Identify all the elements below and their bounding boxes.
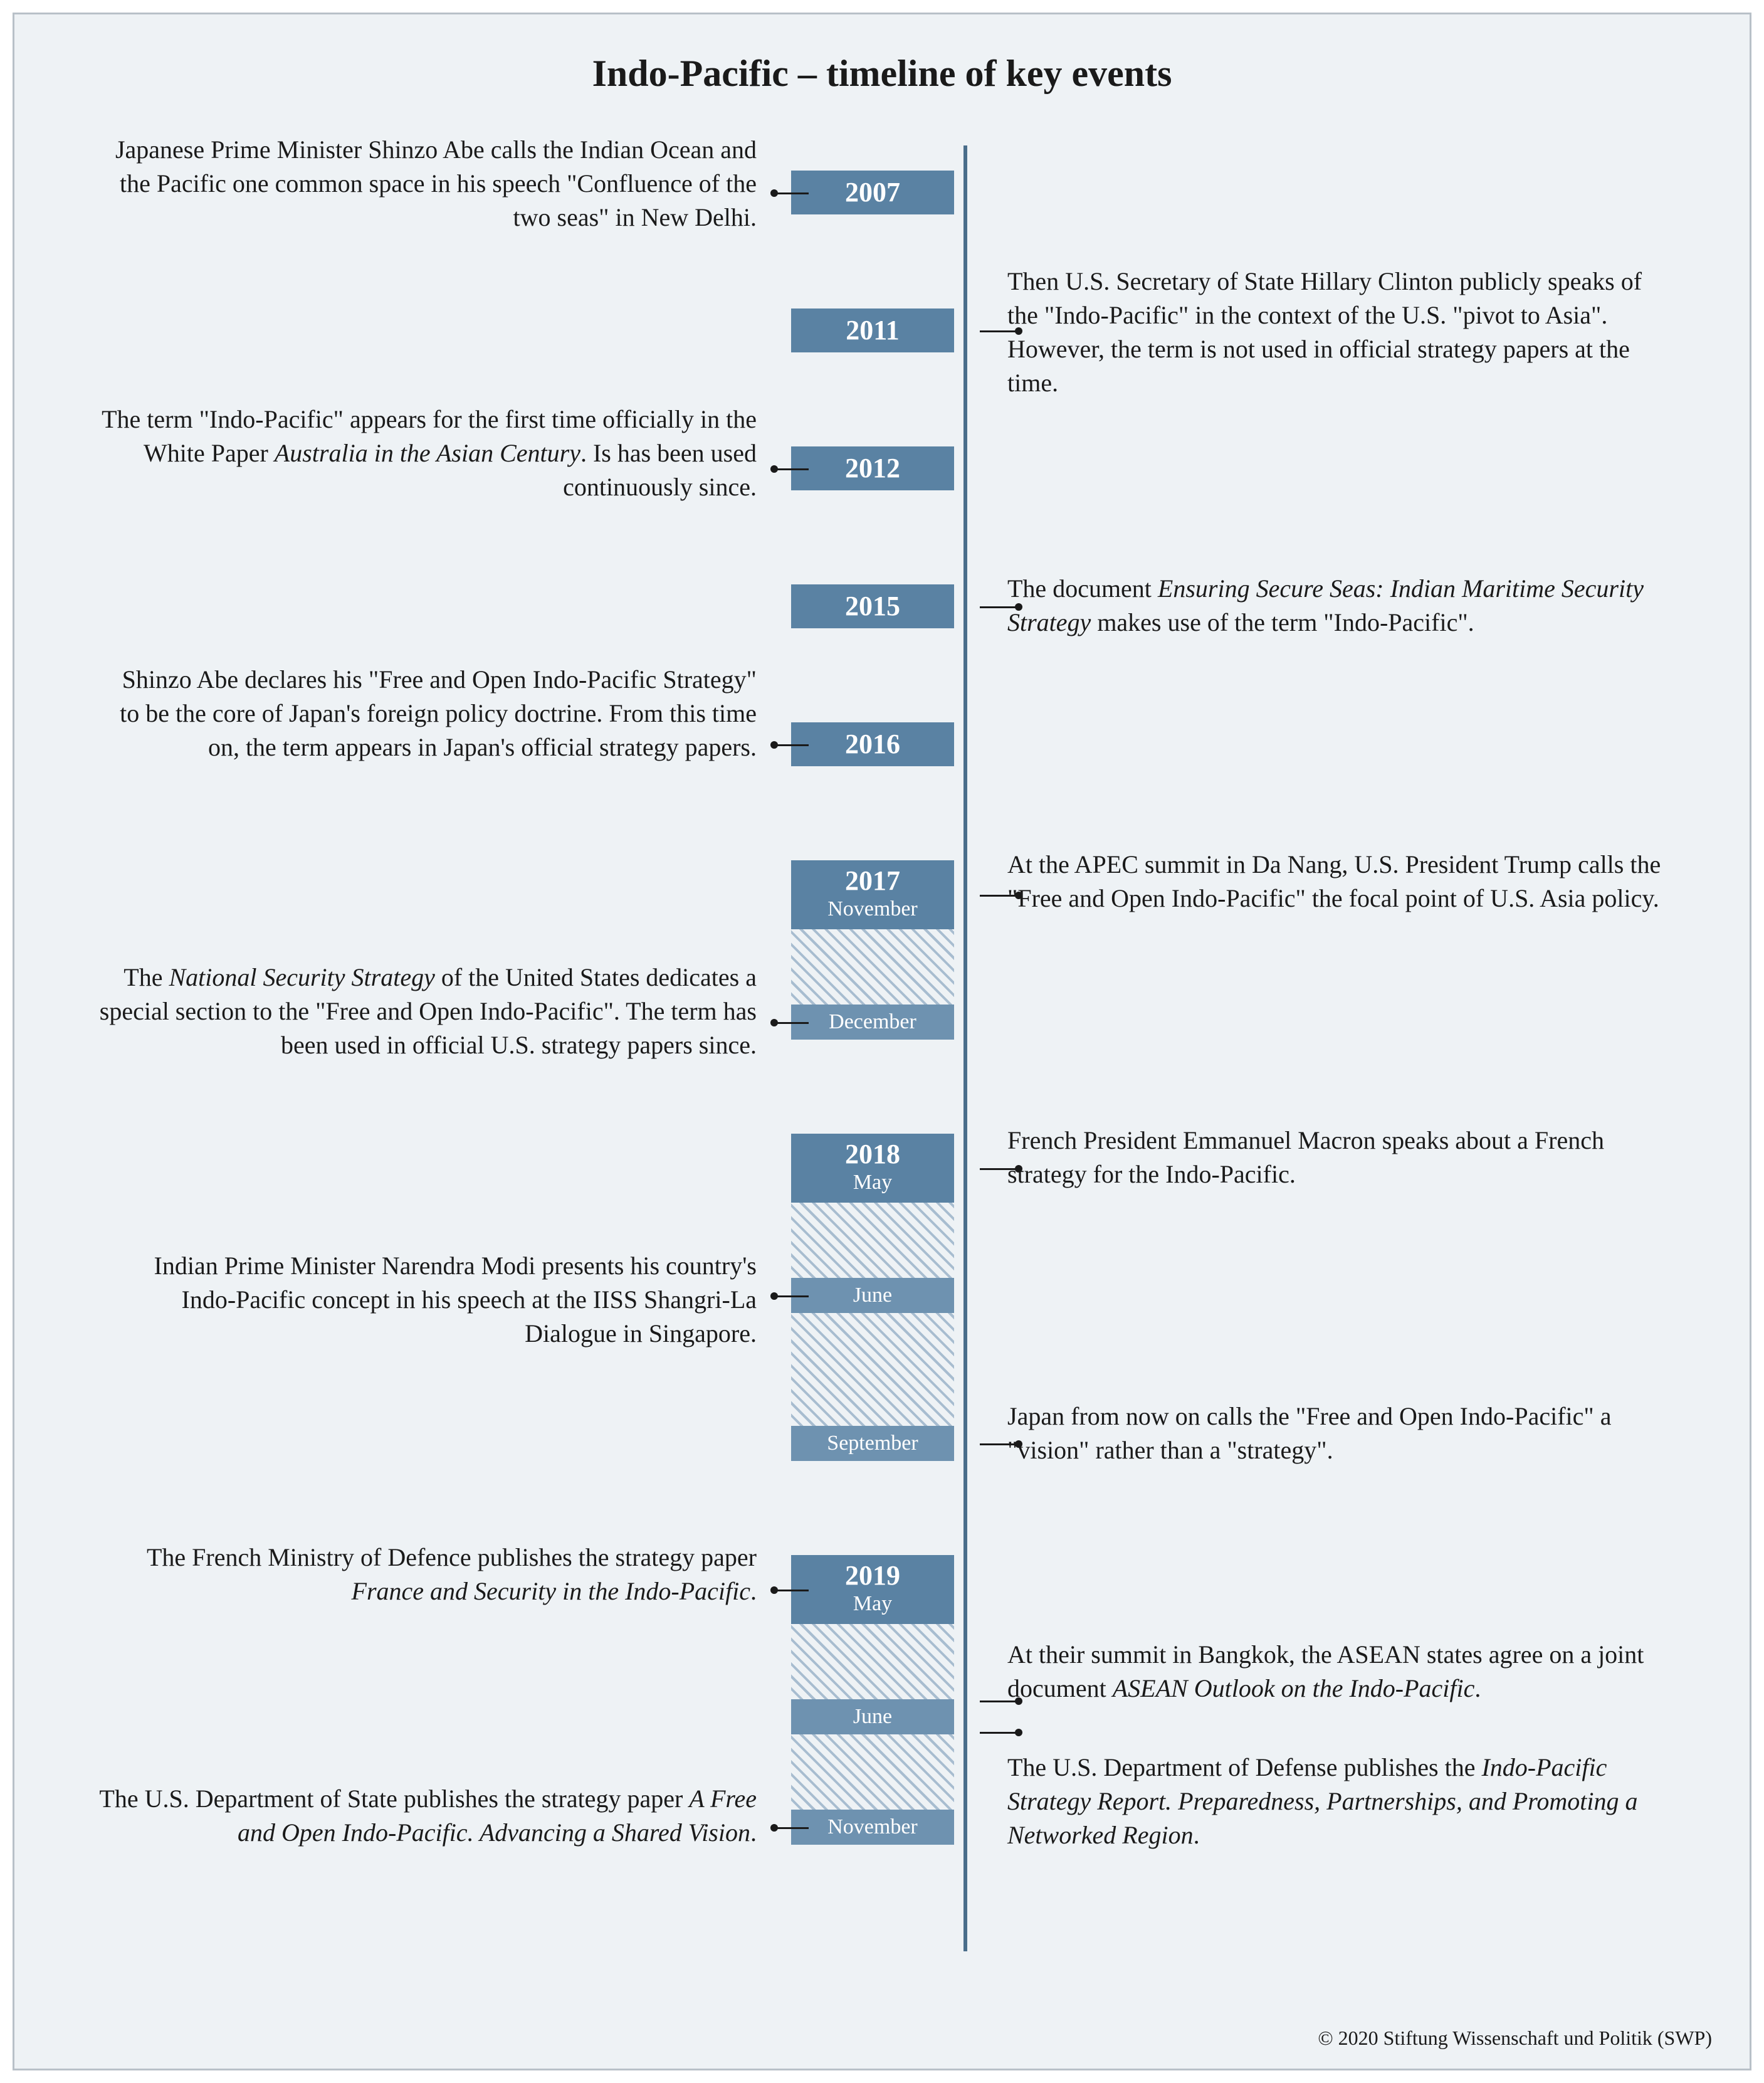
connector-dot [770,465,778,473]
connector-line [980,895,1019,897]
year-block-2015: 2015 [791,584,954,628]
hatch-spacer [791,929,954,1005]
month-label: May [791,1591,954,1616]
gap-spacer [791,628,954,722]
connector-dot [1015,603,1022,611]
connector-dot [770,189,778,197]
timeline-entry: Shinzo Abe declares his "Free and Open I… [98,663,757,764]
timeline-container: 200720112012201520162017NovemberDecember… [39,145,1725,1951]
connector-line [980,606,1019,608]
connector-dot [770,1019,778,1026]
timeline-entry: French President Emmanuel Macron speaks … [1007,1124,1666,1191]
hatch-spacer [791,1734,954,1810]
gap-spacer [791,766,954,860]
timeline-entry: At their summit in Bangkok, the ASEAN st… [1007,1638,1666,1706]
hatch-spacer [791,1624,954,1699]
gap-spacer [791,490,954,584]
month-label: May [791,1170,954,1195]
connector-line [774,192,809,194]
timeline-entry: Japan from now on calls the "Free and Op… [1007,1400,1666,1467]
year-block-2012: 2012 [791,446,954,490]
connector-line [980,330,1019,332]
connector-dot [1015,327,1022,335]
connector-dot [770,1586,778,1594]
year-label: 2019 [791,1560,954,1591]
connector-dot [770,741,778,749]
timeline-entry: Indian Prime Minister Narendra Modi pres… [98,1249,757,1351]
timeline-entry: The National Security Strategy of the Un… [98,961,757,1062]
month-block: November [791,1810,954,1845]
timeline-frame: Indo-Pacific – timeline of key events 20… [13,13,1751,2070]
timeline-entry: Then U.S. Secretary of State Hillary Cli… [1007,265,1666,400]
month-block: September [791,1426,954,1461]
timeline-entry: At the APEC summit in Da Nang, U.S. Pres… [1007,848,1666,915]
connector-dot [1015,1729,1022,1736]
year-label: 2018 [791,1139,954,1170]
year-block-2007: 2007 [791,171,954,214]
connector-dot [1015,1697,1022,1705]
connector-line [774,1022,809,1024]
year-month-block-2019: 2019May [791,1555,954,1624]
connector-dot [1015,1165,1022,1173]
gap-spacer [791,1040,954,1134]
connector-line [774,468,809,470]
month-block: December [791,1005,954,1040]
timeline-entry: The U.S. Department of Defense publishes… [1007,1751,1666,1852]
month-label: November [791,897,954,922]
connector-line [774,744,809,746]
timeline-center-column: 200720112012201520162017NovemberDecember… [791,145,973,1951]
timeline-entry: The document Ensuring Secure Seas: India… [1007,572,1666,640]
connector-line [980,1443,1019,1445]
connector-dot [1015,1440,1022,1448]
connector-line [774,1827,809,1829]
connector-line [980,1732,1019,1734]
connector-dot [770,1292,778,1300]
timeline-axis [963,145,967,1951]
hatch-spacer [791,1313,954,1426]
timeline-entry: The French Ministry of Defence publishes… [98,1541,757,1608]
timeline-entry: The term "Indo-Pacific" appears for the … [98,403,757,504]
page-title: Indo-Pacific – timeline of key events [39,52,1725,95]
connector-line [980,1701,1019,1702]
connector-line [980,1168,1019,1170]
month-block: June [791,1278,954,1313]
month-block: June [791,1699,954,1734]
copyright-text: © 2020 Stiftung Wissenschaft und Politik… [1318,2027,1712,2050]
connector-line [774,1590,809,1591]
connector-line [774,1295,809,1297]
gap-spacer [791,1461,954,1555]
year-month-block-2018: 2018May [791,1134,954,1203]
year-block-2011: 2011 [791,308,954,352]
hatch-spacer [791,1203,954,1278]
year-label: 2017 [791,865,954,897]
connector-dot [770,1824,778,1832]
timeline-entry: The U.S. Department of State publishes t… [98,1782,757,1850]
gap-spacer [791,214,954,308]
year-block-2016: 2016 [791,722,954,766]
connector-dot [1015,892,1022,899]
year-month-block-2017: 2017November [791,860,954,929]
gap-spacer [791,352,954,446]
timeline-entry: Japanese Prime Minister Shinzo Abe calls… [98,133,757,235]
